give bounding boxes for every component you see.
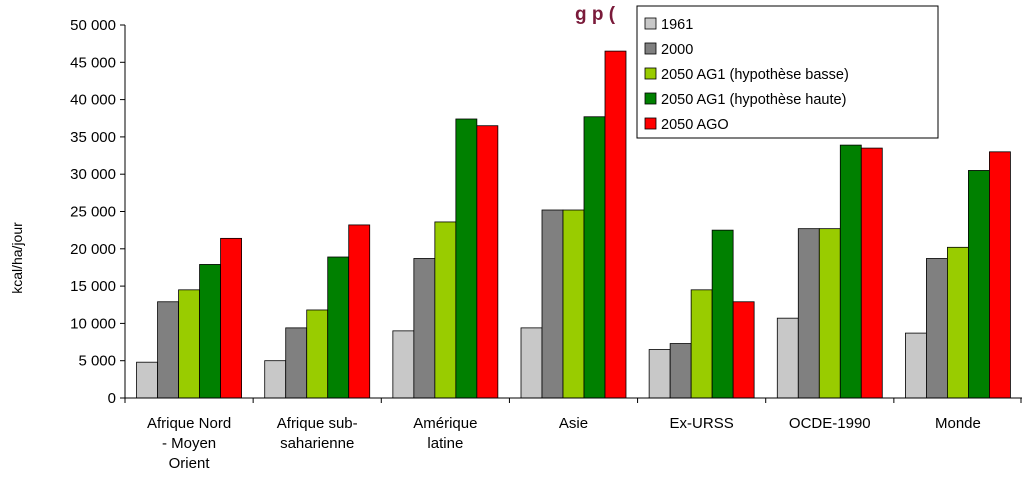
x-axis: Afrique Nord - Moyen Orient Afrique sub-sah… (124, 397, 1022, 472)
y-axis: 0 5 000 10 000 15 000 20 000 25 000 30 000 35 0… (70, 17, 126, 407)
x-category-label: Monde (935, 415, 981, 432)
bar (178, 289, 200, 399)
legend-label: 1961 (661, 17, 693, 33)
bar (306, 309, 329, 399)
y-axis-label: kcal/ha/jour (9, 222, 25, 294)
y-tick-label: 25 000 (70, 204, 116, 221)
legend-swatch (644, 92, 657, 105)
legend-swatch (644, 42, 657, 55)
bar (776, 317, 799, 399)
bar (327, 256, 350, 399)
y-tick-label: 5 000 (78, 353, 116, 370)
legend: 1961 2000 2050 AG1 (hypothèse basse) 2050 A… (636, 5, 939, 139)
bar (989, 151, 1011, 399)
bar (648, 349, 671, 399)
bar (199, 264, 221, 399)
bar (157, 301, 179, 399)
y-tick-label: 35 000 (70, 129, 116, 146)
y-tick-label: 15 000 (70, 278, 116, 295)
bar (690, 289, 713, 399)
bar (476, 125, 499, 399)
x-category-label: Afrique sub-saharienne (277, 415, 358, 452)
bar (562, 209, 585, 399)
bar (348, 224, 371, 399)
bar (797, 228, 820, 399)
legend-label: 2050 AG1 (hypothèse basse) (661, 67, 849, 83)
plot-area (136, 50, 1011, 399)
bar (220, 237, 242, 399)
x-category-label: Afrique Nord - Moyen Orient (147, 415, 231, 472)
bar (520, 327, 543, 399)
legend-swatch (644, 117, 657, 130)
legend-swatch (644, 17, 657, 30)
x-category-label: OCDE-1990 (789, 415, 871, 432)
bar (264, 360, 287, 399)
bar (541, 209, 564, 399)
legend-label: 2000 (661, 42, 693, 58)
bar (413, 258, 436, 399)
y-tick-label: 40 000 (70, 92, 116, 109)
y-tick-label: 0 (108, 390, 116, 407)
y-tick-label: 30 000 (70, 166, 116, 183)
bar (136, 361, 158, 399)
x-category-label: Ex-URSS (670, 415, 734, 432)
chart-title-fragment: g p ( (575, 4, 616, 25)
bar (947, 246, 969, 399)
bar (583, 116, 606, 399)
bar (455, 118, 478, 399)
legend-swatch (644, 67, 657, 80)
bar (392, 330, 415, 399)
y-tick-label: 20 000 (70, 241, 116, 258)
legend-label: 2050 AGO (661, 117, 729, 133)
x-category-label: Asie (559, 415, 588, 432)
bar (968, 170, 990, 399)
bar (285, 327, 308, 399)
legend-label: 2050 AG1 (hypothèse haute) (661, 92, 846, 108)
bar (604, 50, 627, 399)
bar (732, 301, 755, 399)
bar (839, 144, 862, 399)
bar (860, 147, 883, 399)
bar (669, 343, 692, 399)
bar (926, 258, 948, 399)
bar (905, 332, 927, 399)
legend-box (636, 5, 939, 139)
bar (818, 228, 841, 399)
x-category-label: Amérique latine (413, 415, 477, 452)
y-tick-label: 10 000 (70, 315, 116, 332)
bar (711, 229, 734, 399)
bar (434, 221, 457, 399)
y-tick-label: 45 000 (70, 54, 116, 71)
y-tick-label: 50 000 (70, 17, 116, 34)
